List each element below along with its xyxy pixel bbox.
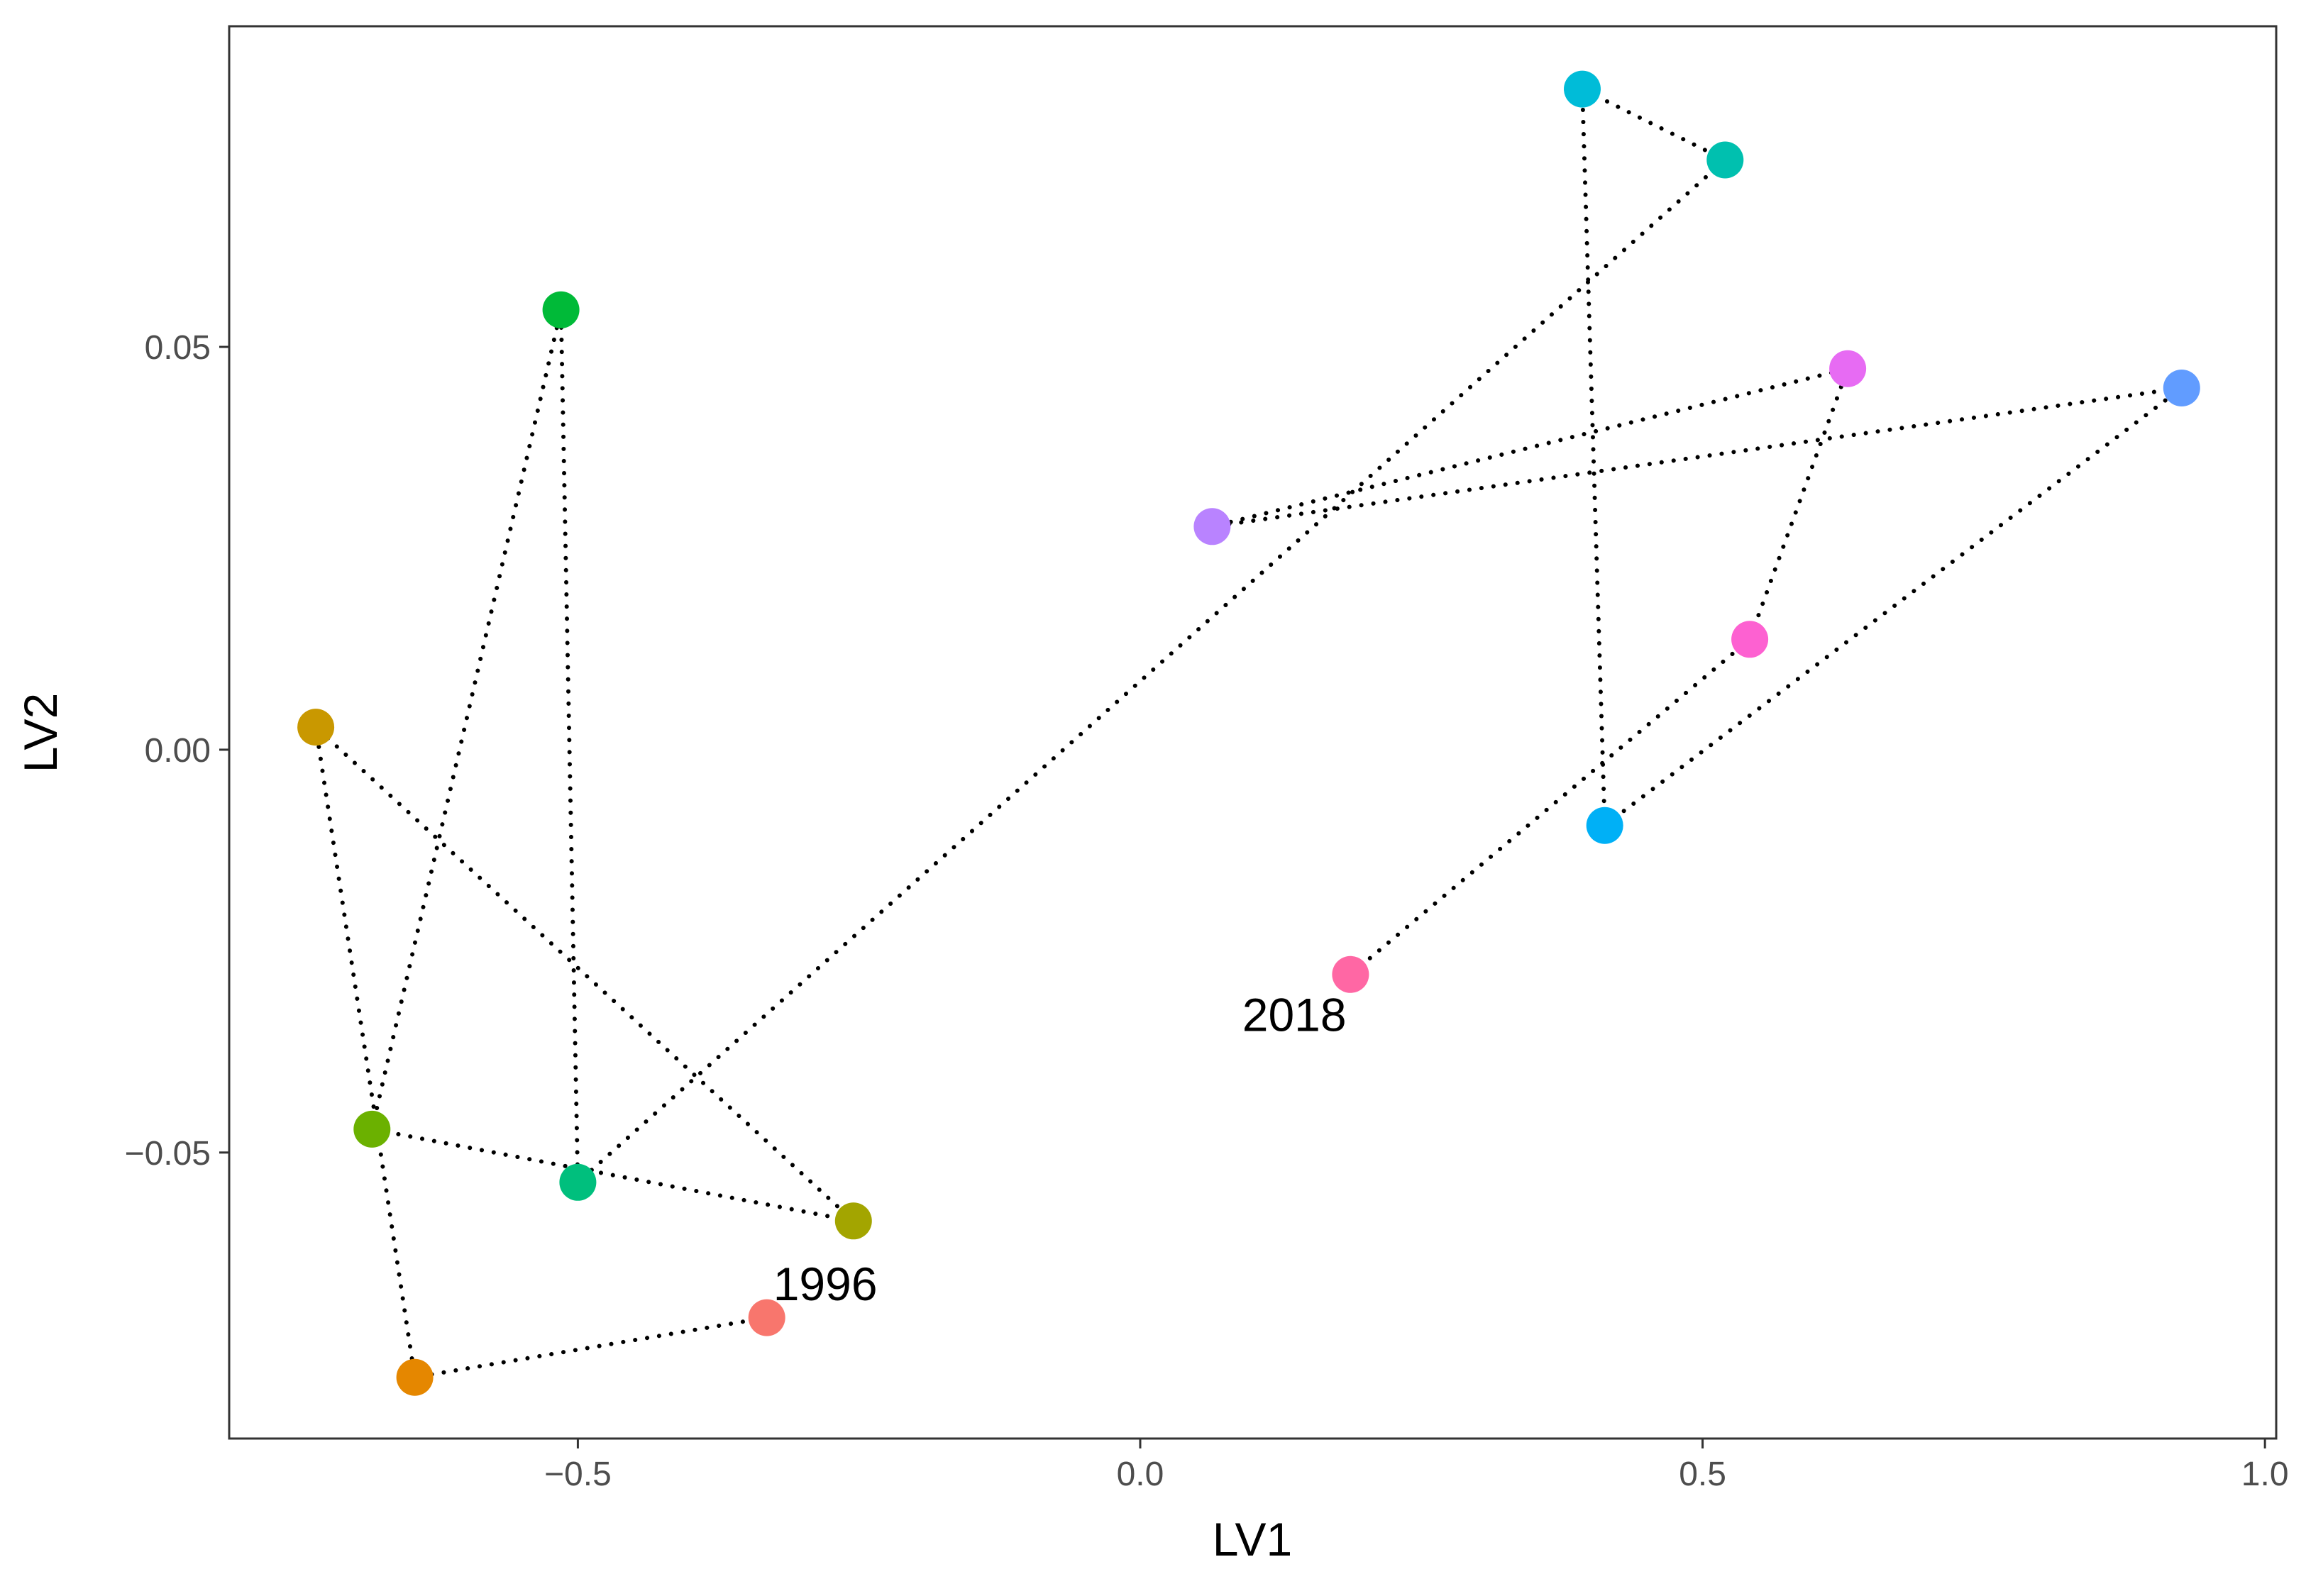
data-point-8 [1706, 141, 1744, 179]
data-point-12 [1193, 508, 1231, 545]
data-point-3 [297, 709, 335, 746]
plot-panel [228, 25, 2278, 1440]
data-point-9 [1564, 70, 1601, 108]
y-tick-label: −0.05 [125, 1135, 211, 1173]
x-axis-title: LV1 [1213, 1513, 1293, 1565]
data-point-7 [559, 1163, 597, 1201]
point-annotation: 1996 [773, 1258, 878, 1310]
x-tick-label: 0.0 [1117, 1456, 1164, 1493]
annotations-layer: 1996 2018 [773, 988, 1347, 1309]
x-axis-ticks: −0.5 0.0 0.5 1.0 [544, 1439, 2289, 1493]
y-axis-ticks: −0.05 0.00 0.05 [125, 329, 229, 1173]
points-layer [297, 70, 2200, 1396]
x-tick-label: 1.0 [2241, 1456, 2289, 1493]
data-point-1 [748, 1299, 785, 1336]
y-tick-label: 0.05 [145, 329, 211, 367]
data-point-4 [834, 1202, 872, 1240]
data-point-14 [1731, 621, 1769, 658]
data-point-13 [1829, 350, 1867, 387]
data-point-10 [1586, 807, 1623, 844]
y-axis-title: LV2 [14, 693, 67, 773]
data-point-15 [1332, 955, 1369, 993]
data-point-5 [353, 1110, 391, 1148]
x-tick-label: 0.5 [1679, 1456, 1726, 1493]
y-tick-label: 0.00 [145, 732, 211, 770]
data-point-6 [542, 291, 580, 328]
data-point-2 [396, 1358, 434, 1396]
x-tick-label: −0.5 [544, 1456, 612, 1493]
data-point-11 [2163, 370, 2200, 406]
point-annotation: 2018 [1242, 988, 1347, 1041]
